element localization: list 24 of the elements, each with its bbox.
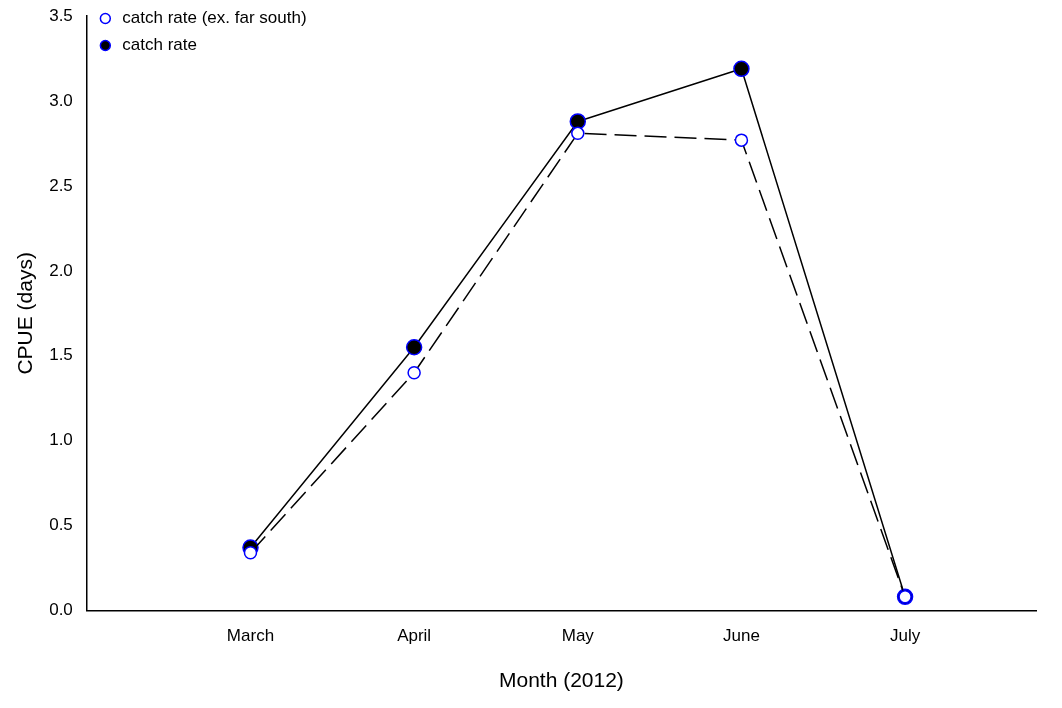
y-tick-label: 1.5 [49, 345, 73, 365]
point [571, 126, 585, 141]
y-axis-title: CPUE (days) [13, 252, 37, 375]
y-tick-label: 2.5 [49, 175, 73, 195]
x-axis-title: Month (2012) [498, 668, 624, 692]
legend-label: catch rate [122, 35, 197, 55]
legend-label: catch rate (ex. far south) [122, 8, 307, 28]
y-tick-label: 2.0 [49, 260, 73, 280]
y-tick-label: 3.5 [49, 5, 73, 25]
point [405, 339, 423, 356]
y-tick-label: 1.0 [49, 430, 73, 450]
point [733, 60, 750, 78]
x-tick-label: April [397, 626, 432, 646]
x-tick-label: July [889, 626, 921, 646]
x-tick-label: March [226, 626, 275, 646]
y-tick-label: 0.5 [49, 515, 73, 535]
point [734, 133, 749, 147]
point [407, 365, 421, 380]
x-tick-label: May [561, 626, 595, 646]
x-tick-label: June [722, 626, 760, 646]
y-tick-label: 0.0 [49, 600, 73, 620]
y-tick-label: 3.0 [49, 90, 73, 110]
point [243, 545, 258, 560]
point [569, 113, 587, 130]
